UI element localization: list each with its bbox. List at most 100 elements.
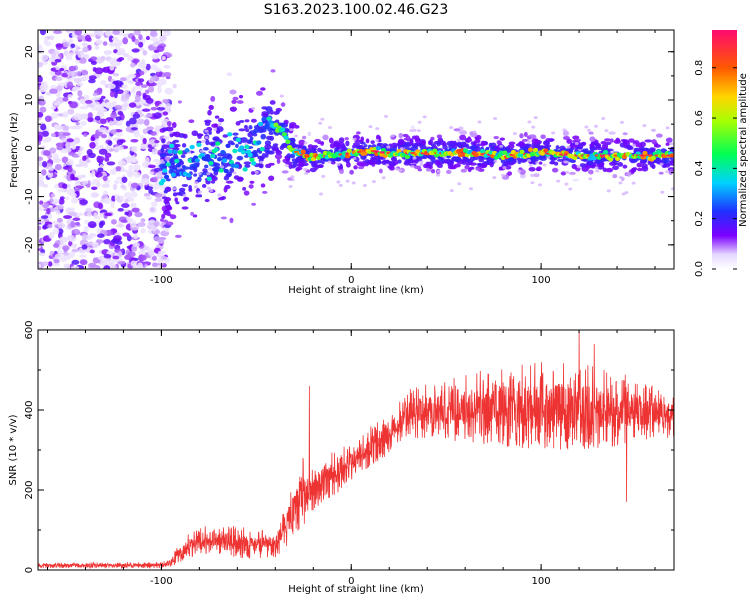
heatmap-cell <box>57 188 67 193</box>
heatmap-cell <box>338 183 343 187</box>
heatmap-cell <box>345 140 350 147</box>
heatmap-cell <box>103 265 111 269</box>
heatmap-cell <box>226 72 233 77</box>
spectrogram-frame <box>37 29 675 270</box>
heatmap-cell <box>307 144 314 149</box>
heatmap-cell <box>201 139 206 143</box>
heatmap-cell <box>216 157 223 162</box>
heatmap-cell <box>244 164 251 168</box>
heatmap-cell <box>519 141 525 147</box>
heatmap-cell <box>48 231 55 240</box>
heatmap-cell <box>232 171 237 175</box>
heatmap-cell <box>69 101 78 109</box>
heatmap-cell <box>235 143 239 148</box>
heatmap-cell <box>236 100 244 104</box>
heatmap-cell <box>327 160 332 164</box>
heatmap-cell <box>98 127 107 133</box>
heatmap-cell <box>196 142 202 148</box>
heatmap-cell <box>156 106 166 111</box>
heatmap-cell <box>59 67 65 72</box>
heatmap-cell <box>566 138 573 144</box>
colorbar-tick-label: 0.0 <box>694 261 705 277</box>
heatmap-cell <box>161 196 168 200</box>
heatmap-cell <box>166 141 171 145</box>
heatmap-cell <box>150 131 157 136</box>
heatmap-cell <box>62 132 71 136</box>
heatmap-cell <box>129 62 136 68</box>
heatmap-cell <box>84 53 90 59</box>
heatmap-cell <box>161 56 166 61</box>
heatmap-cell <box>131 145 138 153</box>
heatmap-cell <box>159 152 167 158</box>
heatmap-cell <box>265 135 273 141</box>
heatmap-cell <box>84 34 91 42</box>
heatmap-cell <box>148 79 154 84</box>
heatmap-cell <box>529 134 536 138</box>
heatmap-cell <box>38 48 45 53</box>
heatmap-cell <box>99 144 104 149</box>
heatmap-cell <box>519 158 527 163</box>
heatmap-cell <box>74 50 80 55</box>
heatmap-cell <box>151 148 158 155</box>
heatmap-cell <box>651 139 657 145</box>
heatmap-cell <box>165 126 174 132</box>
heatmap-cell <box>92 67 97 72</box>
heatmap-cell <box>393 159 399 165</box>
heatmap-cell <box>62 252 70 256</box>
heatmap-cell <box>156 125 161 130</box>
spectrogram-x-axis-label: Height of straight line (km) <box>288 285 424 296</box>
heatmap-cell <box>517 159 522 165</box>
heatmap-cell <box>121 219 128 223</box>
heatmap-cell <box>642 124 647 128</box>
heatmap-cell <box>70 43 76 49</box>
heatmap-cell <box>191 130 199 137</box>
heatmap-cell <box>174 131 181 138</box>
heatmap-cell <box>148 250 155 258</box>
heatmap-cell <box>65 30 71 33</box>
heatmap-cell <box>150 30 157 35</box>
heatmap-cell <box>338 137 345 144</box>
heatmap-cell <box>117 160 127 167</box>
heatmap-cell <box>620 138 627 142</box>
heatmap-cell <box>66 138 74 143</box>
heatmap-cell <box>130 260 137 267</box>
heatmap-cell <box>172 192 178 197</box>
heatmap-cell <box>140 218 146 223</box>
heatmap-cell <box>108 42 118 47</box>
heatmap-cell <box>161 127 169 132</box>
heatmap-cell <box>126 210 133 217</box>
heatmap-cell <box>61 156 69 164</box>
heatmap-cell <box>276 110 280 114</box>
heatmap-cell <box>243 124 248 130</box>
snr-x-tick-label: 0 <box>348 576 354 587</box>
heatmap-cell <box>618 176 623 180</box>
heatmap-cell <box>591 156 597 161</box>
heatmap-cell <box>107 140 113 146</box>
heatmap-cell <box>177 100 182 104</box>
heatmap-cell <box>62 96 69 102</box>
heatmap-cell <box>75 121 80 126</box>
heatmap-cell <box>353 152 359 157</box>
heatmap-cell <box>61 125 70 131</box>
heatmap-cell <box>193 185 198 189</box>
heatmap-cell <box>143 192 151 197</box>
heatmap-cell <box>38 252 46 257</box>
heatmap-cell <box>111 195 116 203</box>
heatmap-cell <box>167 153 174 157</box>
heatmap-cell <box>375 134 381 141</box>
heatmap-cell <box>526 159 531 163</box>
heatmap-cell <box>115 39 123 47</box>
heatmap-cell <box>178 187 186 192</box>
heatmap-cell <box>138 34 143 41</box>
heatmap-cell <box>52 243 60 248</box>
heatmap-cell <box>115 166 122 172</box>
heatmap-cell <box>621 192 626 196</box>
heatmap-cell <box>83 94 90 101</box>
heatmap-cell <box>445 169 452 175</box>
heatmap-cell <box>588 131 594 135</box>
heatmap-cell <box>154 197 163 203</box>
heatmap-cell <box>613 139 621 144</box>
heatmap-cell <box>289 124 294 130</box>
heatmap-cell <box>70 192 77 198</box>
heatmap-cell <box>104 31 113 36</box>
